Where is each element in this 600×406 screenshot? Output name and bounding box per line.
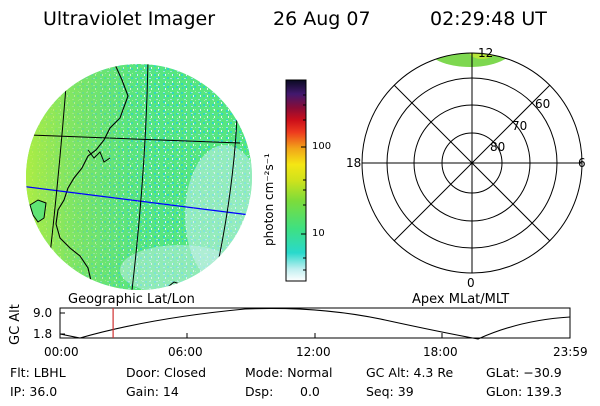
- colorbar-tick-100: 100: [312, 141, 332, 152]
- status-gain: Gain: 14: [126, 384, 179, 399]
- mlat-label-70: 70: [512, 119, 528, 133]
- altitude-curve: [59, 307, 571, 340]
- mlt-label-12: 12: [478, 46, 494, 60]
- status-filter: Flt: LBHL: [10, 365, 66, 380]
- observation-time: 02:29:48 UT: [430, 8, 547, 30]
- xtick-2359: 23:59: [553, 345, 588, 359]
- xtick-0000: 00:00: [44, 345, 79, 359]
- mlt-label-18: 18: [346, 156, 362, 170]
- altitude-ytick-min: 1.8: [33, 327, 53, 341]
- xtick-1200: 12:00: [296, 345, 331, 359]
- mlat-label-60: 60: [535, 97, 551, 111]
- apex-label: Apex MLat/MLT: [412, 292, 510, 307]
- status-ip: IP: 36.0: [10, 384, 58, 399]
- altitude-ylabel: GC Alt: [8, 304, 23, 345]
- status-mode: Mode: Normal: [245, 365, 333, 380]
- mlt-label-0: 0: [467, 276, 475, 290]
- status-gc-alt: GC Alt: 4.3 Re: [366, 365, 454, 380]
- colorbar: [285, 79, 307, 282]
- polar-grid: [361, 52, 583, 274]
- altitude-plot: [59, 307, 571, 340]
- geographic-label: Geographic Lat/Lon: [68, 292, 195, 307]
- mlat-label-80: 80: [490, 140, 506, 154]
- xtick-1800: 18:00: [423, 345, 458, 359]
- mlt-label-6: 6: [578, 156, 586, 170]
- status-glon: GLon: 139.3: [486, 384, 562, 399]
- status-seq: Seq: 39: [366, 384, 414, 399]
- status-glat: GLat: −30.9: [486, 365, 562, 380]
- instrument-title: Ultraviolet Imager: [43, 8, 216, 30]
- altitude-ytick-max: 9.0: [33, 306, 53, 320]
- uv-image-disk: [26, 64, 252, 290]
- colorbar-label: photon cm⁻²s⁻¹: [262, 153, 276, 246]
- colorbar-tick-10: 10: [312, 228, 325, 239]
- observation-date: 26 Aug 07: [273, 8, 371, 30]
- status-dsp-label: Dsp:: [245, 384, 274, 399]
- xtick-0600: 06:00: [168, 345, 203, 359]
- status-dsp-value: 0.0: [300, 384, 320, 399]
- status-door: Door: Closed: [126, 365, 207, 380]
